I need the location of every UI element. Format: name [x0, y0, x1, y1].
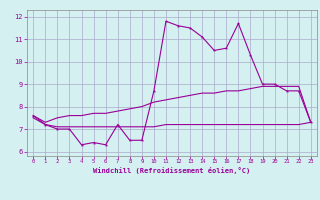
X-axis label: Windchill (Refroidissement éolien,°C): Windchill (Refroidissement éolien,°C)	[93, 167, 251, 174]
